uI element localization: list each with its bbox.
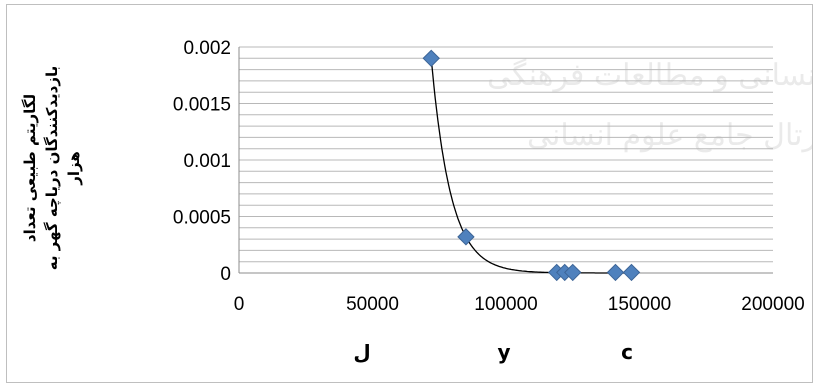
data-points bbox=[422, 49, 641, 282]
y-axis-label-line: لگاریتم طبیعی تعداد bbox=[21, 94, 39, 242]
axes bbox=[238, 47, 773, 274]
data-point bbox=[564, 263, 582, 282]
svg-text:پرتال جامع علوم انسانی: پرتال جامع علوم انسانی bbox=[527, 118, 812, 153]
x-category-label: c bbox=[621, 340, 633, 364]
x-tick-label: 0 bbox=[234, 294, 245, 315]
x-tick-label: 150000 bbox=[608, 294, 671, 315]
y-axis-label-line: هزار bbox=[65, 151, 83, 186]
data-point bbox=[457, 228, 475, 246]
data-point bbox=[422, 49, 440, 68]
y-tick-label: 0.001 bbox=[183, 151, 231, 172]
y-tick-label: 0.0015 bbox=[173, 95, 231, 116]
x-tick-labels: 0 50000 100000 150000 200000 bbox=[234, 294, 805, 315]
y-tick-label: 0 bbox=[220, 264, 231, 285]
x-tick-label: 200000 bbox=[741, 294, 804, 315]
y-tick-label: 0.002 bbox=[183, 38, 231, 59]
x-category-label: ل bbox=[353, 340, 370, 364]
chart-frame: پژوهشگاه علوم انسانی و مطالعات فرهنگی پر… bbox=[6, 4, 813, 383]
y-axis-label: لگاریتم طبیعی تعداد بازدیدکنندگان دریاچه … bbox=[21, 66, 83, 271]
x-tick-label: 100000 bbox=[474, 294, 537, 315]
data-point bbox=[606, 263, 625, 282]
y-tick-label: 0.0005 bbox=[173, 208, 231, 229]
watermark-logo: پژوهشگاه علوم انسانی و مطالعات فرهنگی پر… bbox=[487, 58, 812, 153]
x-tick-label: 50000 bbox=[346, 294, 399, 315]
gridlines bbox=[239, 46, 773, 274]
y-tick-labels: 0 0.0005 0.001 0.0015 0.002 bbox=[173, 38, 231, 285]
data-point bbox=[622, 263, 641, 282]
x-category-label: y bbox=[497, 340, 510, 364]
y-axis-label-line: بازدیدکنندگان دریاچه گهر به bbox=[43, 66, 62, 271]
svg-text:پژوهشگاه علوم انسانی و مطالعات: پژوهشگاه علوم انسانی و مطالعات فرهنگی bbox=[487, 58, 812, 93]
scatter-chart: پژوهشگاه علوم انسانی و مطالعات فرهنگی پر… bbox=[21, 38, 812, 364]
